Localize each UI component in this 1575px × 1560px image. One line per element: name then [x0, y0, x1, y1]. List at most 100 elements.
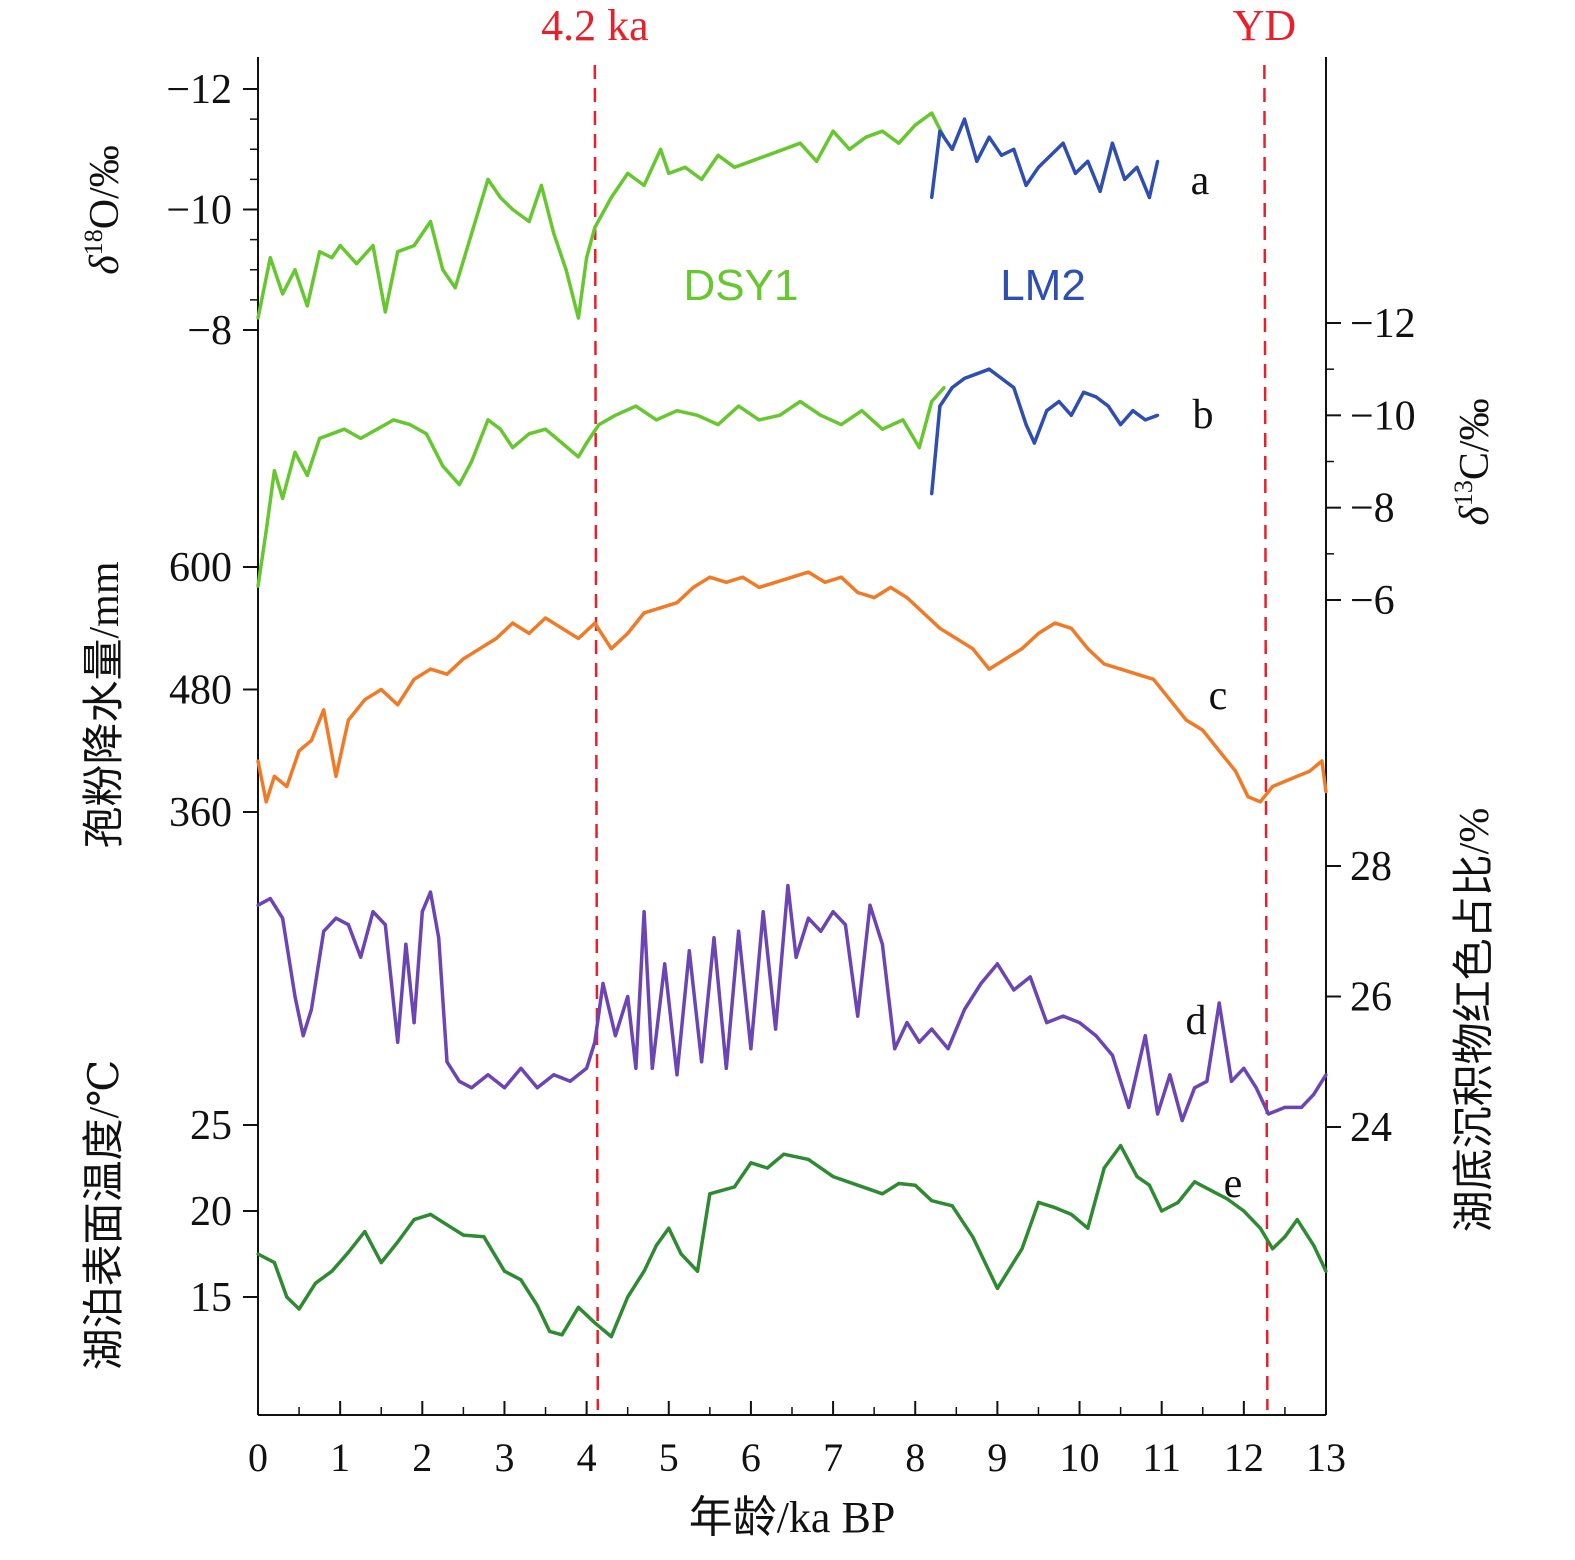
- data-point: [1180, 1118, 1184, 1123]
- data-point: [1151, 677, 1156, 681]
- data-point: [613, 1034, 618, 1038]
- x-tick-label: 3: [494, 1435, 514, 1480]
- data-point: [1077, 1021, 1082, 1025]
- data-point: [1131, 409, 1135, 413]
- data-point: [917, 1040, 921, 1044]
- data-point: [1057, 399, 1061, 404]
- data-point: [1143, 1034, 1147, 1038]
- data-point: [412, 244, 416, 248]
- data-point: [860, 409, 864, 413]
- data-point: [819, 413, 823, 417]
- data-point: [1295, 774, 1299, 778]
- data-point: [1061, 1014, 1065, 1018]
- data-point: [1012, 386, 1016, 390]
- data-point: [1073, 171, 1077, 175]
- y-tick-label: −8: [1350, 486, 1395, 532]
- data-point: [424, 432, 428, 436]
- data-point: [359, 436, 363, 440]
- data-point: [782, 147, 786, 151]
- series-line: [256, 386, 946, 587]
- y-tick-label: −12: [166, 67, 232, 113]
- data-point: [765, 1166, 770, 1170]
- data-point: [1271, 784, 1275, 789]
- data-point: [281, 292, 285, 296]
- data-point: [1147, 1183, 1151, 1187]
- data-point: [256, 1252, 260, 1256]
- data-point: [408, 423, 412, 427]
- data-point: [293, 268, 297, 272]
- data-point: [716, 153, 720, 157]
- data-point: [305, 304, 309, 308]
- data-point: [839, 575, 843, 579]
- data-point: [511, 446, 515, 450]
- data-point: [293, 450, 297, 454]
- y-tick-label: −8: [187, 308, 232, 354]
- y-axis-label-part: C/‰: [1452, 398, 1498, 480]
- data-point: [486, 1073, 490, 1077]
- x-tick-label: 0: [248, 1435, 268, 1480]
- y-tick-label: −6: [1350, 578, 1395, 624]
- data-point: [1110, 141, 1114, 145]
- data-point: [281, 916, 285, 920]
- data-point: [999, 153, 1004, 157]
- data-point: [691, 585, 696, 590]
- data-point: [1184, 718, 1188, 722]
- data-point: [847, 147, 852, 151]
- data-point: [363, 1230, 367, 1234]
- data-point: [1102, 1166, 1106, 1170]
- data-point: [642, 910, 646, 914]
- data-point: [527, 631, 531, 636]
- data-point: [272, 469, 276, 473]
- x-tick-label: 10: [1060, 1435, 1100, 1480]
- y-tick-label: 24: [1350, 1105, 1392, 1151]
- data-point: [453, 286, 457, 290]
- data-point: [724, 580, 728, 584]
- series-name-label: LM2: [1000, 261, 1086, 310]
- data-point: [309, 1007, 313, 1012]
- data-point: [552, 232, 556, 236]
- data-point: [478, 647, 482, 651]
- data-point: [392, 418, 396, 422]
- data-point: [889, 585, 893, 590]
- data-point: [313, 1281, 318, 1285]
- data-point: [695, 1269, 700, 1273]
- data-point: [819, 929, 823, 933]
- y-tick-label: 26: [1350, 975, 1392, 1021]
- data-point: [609, 1335, 613, 1339]
- data-point: [1045, 1021, 1049, 1025]
- data-point: [371, 244, 375, 248]
- data-point: [539, 183, 544, 187]
- data-point: [642, 1269, 646, 1273]
- x-tick-label: 6: [741, 1435, 761, 1480]
- data-point: [732, 1185, 737, 1189]
- data-point: [695, 413, 700, 417]
- data-point: [281, 496, 285, 500]
- data-point: [856, 1183, 860, 1187]
- data-point: [396, 1240, 400, 1244]
- data-point: [379, 687, 383, 692]
- data-point: [560, 441, 564, 445]
- series-line: [929, 117, 1160, 200]
- data-point: [634, 1066, 638, 1070]
- data-point: [1254, 1086, 1258, 1090]
- data-point: [667, 1226, 671, 1230]
- data-point: [930, 111, 934, 115]
- data-point: [642, 183, 646, 187]
- data-point: [654, 418, 659, 422]
- data-point: [396, 703, 400, 707]
- data-point: [1082, 390, 1086, 394]
- data-point: [1320, 759, 1324, 763]
- data-point: [987, 667, 991, 671]
- data-point: [601, 981, 605, 986]
- series-line: [257, 883, 1328, 1123]
- data-point: [593, 1321, 597, 1325]
- data-point: [1135, 165, 1139, 169]
- data-point: [470, 1086, 474, 1090]
- data-point: [609, 195, 613, 200]
- data-point: [987, 367, 991, 371]
- series-line: [256, 570, 1328, 804]
- data-point: [322, 929, 326, 933]
- data-point: [930, 492, 934, 496]
- data-point: [880, 1192, 885, 1196]
- data-point: [897, 1181, 901, 1186]
